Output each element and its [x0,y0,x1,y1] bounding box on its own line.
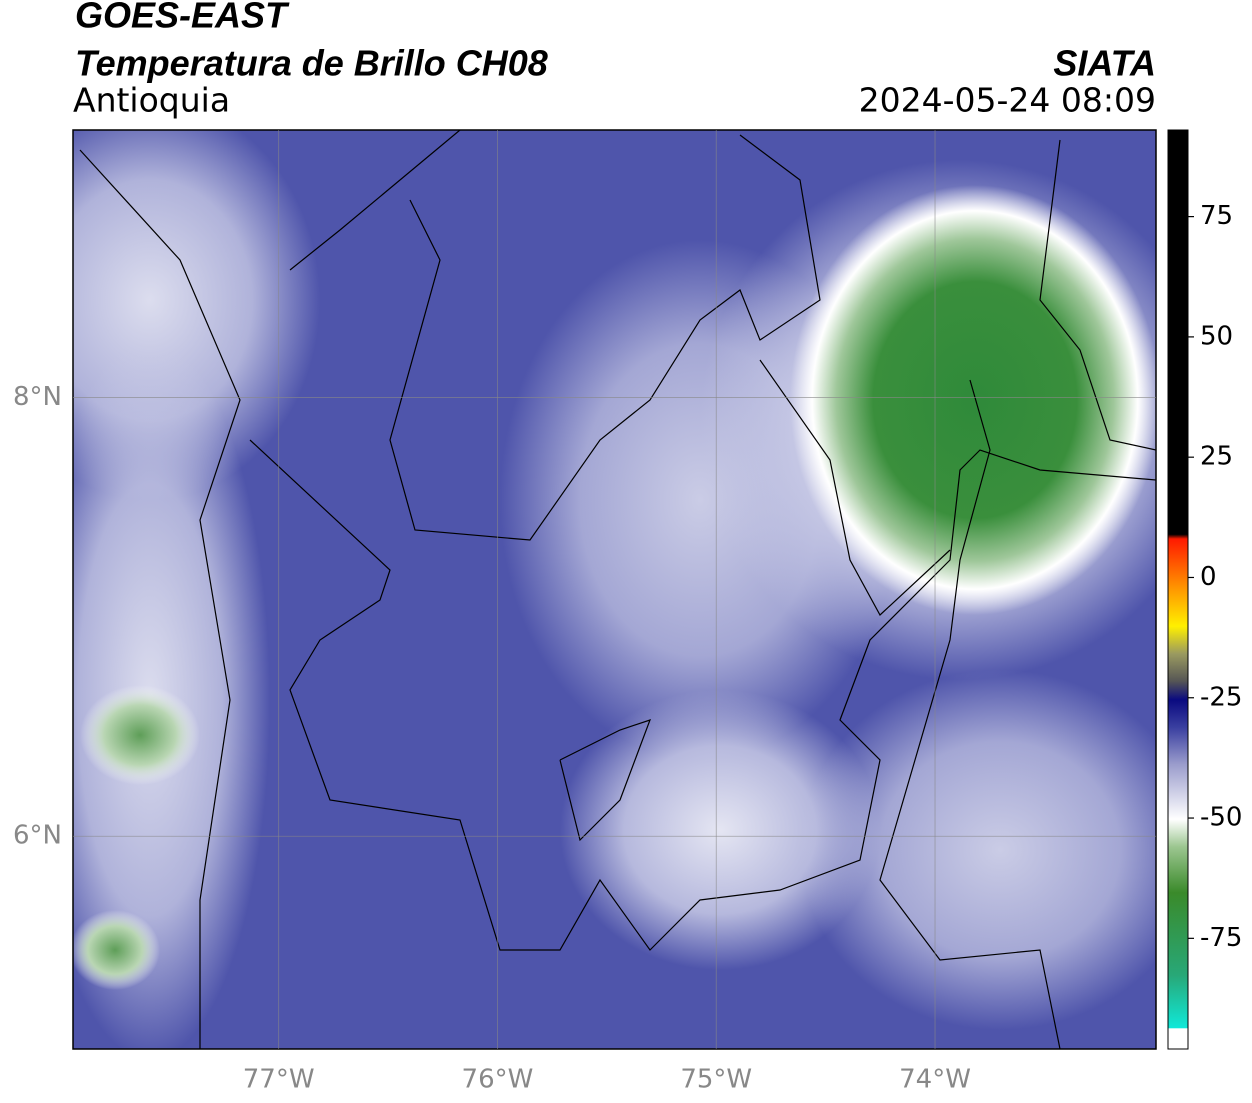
lon-tick-label: 77°W [243,1065,315,1095]
title: GOES-EAST [75,0,290,36]
colorbar-tick-label: 0 [1200,562,1217,592]
lat-tick-label: 8°N [13,382,62,412]
colorbar-tick-label: 75 [1200,201,1233,231]
source: SIATA [1053,43,1156,84]
satellite-image [73,130,1156,1049]
colorbar [1167,129,1189,1050]
colorbar-tick-label: 50 [1200,321,1233,351]
region: Antioquia [73,81,230,120]
lat-tick-label: 6°N [13,821,62,851]
map-frame [72,129,1157,1050]
timestamp: 2024-05-24 08:09 [859,81,1156,120]
colorbar-tick-label: -50 [1200,803,1242,833]
colorbar-tick-label: -75 [1200,923,1242,953]
colorbar-tick-label: -25 [1200,682,1242,712]
lon-tick-label: 76°W [462,1065,534,1095]
lon-tick-label: 75°W [680,1065,752,1095]
subtitle: Temperatura de Brillo CH08 [75,43,548,84]
lon-tick-label: 74°W [899,1065,971,1095]
colorbar-tick-label: 25 [1200,442,1233,472]
